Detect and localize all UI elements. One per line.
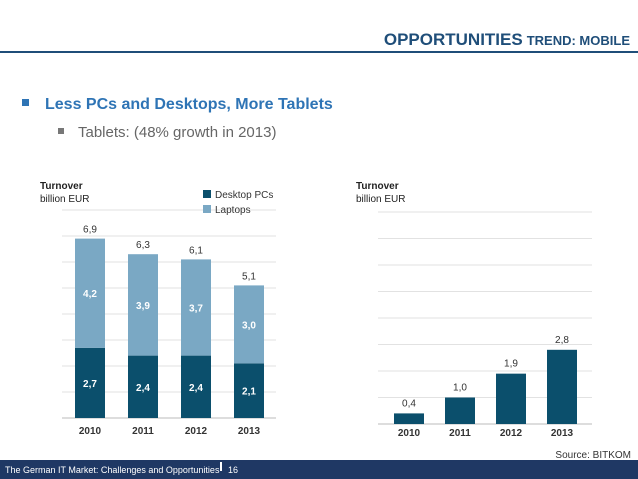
tablet-bar [394, 413, 424, 424]
bar-value-label: 1,0 [453, 383, 467, 394]
x-tick-label: 2010 [79, 426, 102, 437]
total-value-label: 6,1 [189, 245, 203, 256]
x-tick-label: 2013 [238, 426, 261, 437]
x-tick-label: 2013 [551, 428, 574, 439]
segment-value-label: 4,2 [83, 289, 97, 300]
bar-value-label: 1,9 [504, 359, 518, 370]
laptop-bar-segment [234, 285, 264, 364]
tablet-bar [496, 373, 526, 424]
bullet-level1-text: Less PCs and Desktops, More Tablets [45, 96, 333, 113]
x-tick-label: 2012 [185, 426, 208, 437]
bullet-level2: Tablets: (48% growth in 2013) [58, 124, 276, 141]
desktop-bar-segment [234, 363, 264, 418]
desktop-bar-segment [181, 355, 211, 418]
segment-value-label: 3,0 [242, 320, 256, 331]
bullet-level2-text: Tablets: (48% growth in 2013) [78, 124, 277, 141]
footer-text: The German IT Market: Challenges and Opp… [5, 465, 220, 475]
legend-label: Laptops [215, 205, 251, 216]
bar-value-label: 0,4 [402, 398, 416, 409]
laptop-bar-segment [128, 254, 158, 356]
header-rule [0, 51, 638, 53]
segment-value-label: 2,4 [136, 383, 150, 394]
x-tick-label: 2011 [132, 426, 154, 437]
legend-swatch [203, 205, 211, 213]
right-unit-line1: Turnover [356, 181, 399, 192]
total-value-label: 6,3 [136, 240, 150, 251]
left-unit-line2: billion EUR [40, 194, 90, 205]
left-unit-line1: Turnover [40, 181, 83, 192]
segment-value-label: 2,1 [242, 387, 256, 398]
page-number: 16 [228, 465, 239, 475]
bullet-level1: Less PCs and Desktops, More Tablets [22, 96, 333, 114]
source-note: Source: BITKOM [555, 450, 631, 461]
right-chart-unit: Turnover billion EUR [356, 180, 405, 206]
segment-value-label: 3,9 [136, 301, 150, 312]
total-value-label: 5,1 [242, 271, 256, 282]
desktop-bar-segment [128, 355, 158, 418]
footer-bar [0, 460, 638, 479]
tablet-bar [547, 349, 577, 424]
x-tick-label: 2012 [500, 428, 523, 439]
footer-separator [220, 462, 222, 471]
x-tick-label: 2010 [398, 428, 421, 439]
laptop-bar-segment [75, 238, 105, 348]
page-title: OPPORTUNITIES TREND: MOBILE [384, 30, 630, 50]
bar-value-label: 2,8 [555, 335, 569, 346]
segment-value-label: 2,7 [83, 379, 97, 390]
right-unit-line2: billion EUR [356, 194, 406, 205]
laptop-bar-segment [181, 259, 211, 356]
segment-value-label: 3,7 [189, 304, 203, 315]
segment-value-label: 2,4 [189, 383, 203, 394]
x-tick-label: 2011 [449, 428, 471, 439]
left-chart-unit: Turnover billion EUR [40, 180, 89, 206]
square-bullet-icon [58, 128, 64, 135]
title-main: OPPORTUNITIES [383, 30, 523, 49]
desktop-bar-segment [75, 347, 105, 418]
title-sub: TREND: MOBILE [526, 33, 630, 48]
square-bullet-icon [22, 99, 29, 107]
legend-swatch [203, 190, 211, 198]
total-value-label: 6,9 [83, 225, 97, 236]
tablet-bar [445, 397, 475, 424]
legend-label: Desktop PCs [215, 190, 273, 201]
